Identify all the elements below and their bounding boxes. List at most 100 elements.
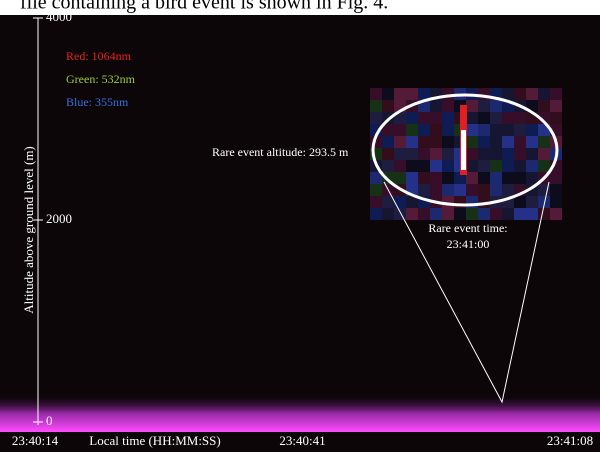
mosaic-cell (538, 88, 550, 100)
mosaic-cell (478, 88, 490, 100)
mosaic-cell (538, 136, 550, 148)
mosaic-cell (430, 148, 442, 160)
mosaic-cell (430, 100, 442, 112)
event-core (461, 130, 466, 170)
mosaic-cell (406, 136, 418, 148)
mosaic-cell (442, 184, 454, 196)
mosaic-cell (418, 148, 430, 160)
mosaic-cell (490, 148, 502, 160)
mosaic-cell (442, 136, 454, 148)
mosaic-cell (442, 148, 454, 160)
mosaic-cell (454, 184, 466, 196)
mosaic-cell (526, 136, 538, 148)
mosaic-cell (382, 208, 394, 220)
mosaic-cell (394, 136, 406, 148)
mosaic-cell (430, 112, 442, 124)
mosaic-cell (490, 160, 502, 172)
mosaic-cell (442, 196, 454, 208)
legend-entry: Blue: 355nm (66, 95, 129, 109)
mosaic-cell (514, 88, 526, 100)
mosaic-cell (442, 172, 454, 184)
mosaic-cell (514, 172, 526, 184)
mosaic-cell (418, 124, 430, 136)
mosaic-cell (550, 172, 562, 184)
mosaic-cell (478, 184, 490, 196)
mosaic-cell (442, 112, 454, 124)
mosaic-cell (442, 124, 454, 136)
mosaic-cell (382, 136, 394, 148)
mosaic-cell (514, 136, 526, 148)
noise-band (0, 395, 600, 432)
mosaic-cell (514, 124, 526, 136)
mosaic-cell (442, 208, 454, 220)
mosaic-cell (466, 112, 478, 124)
x-tick-label: 23:40:14 (12, 433, 59, 448)
mosaic-cell (538, 100, 550, 112)
mosaic-cell (526, 160, 538, 172)
mosaic-cell (418, 208, 430, 220)
mosaic-cell (370, 88, 382, 100)
mosaic-cell (502, 124, 514, 136)
mosaic-cell (478, 124, 490, 136)
mosaic-cell (466, 184, 478, 196)
mosaic-cell (478, 208, 490, 220)
x-tick-label: 23:41:08 (547, 433, 593, 448)
mosaic-cell (418, 172, 430, 184)
mosaic-cell (526, 88, 538, 100)
mosaic-cell (478, 148, 490, 160)
mosaic-cell (490, 184, 502, 196)
mosaic-cell (466, 160, 478, 172)
mosaic-cell (394, 148, 406, 160)
x-axis-label: Local time (HH:MM:SS) (89, 433, 220, 448)
mosaic-cell (478, 160, 490, 172)
mosaic-cell (526, 208, 538, 220)
time-annotation-value: 23:41:00 (447, 237, 490, 251)
mosaic-cell (490, 100, 502, 112)
mosaic-cell (382, 148, 394, 160)
mosaic-cell (394, 208, 406, 220)
mosaic-cell (466, 172, 478, 184)
mosaic-cell (514, 196, 526, 208)
mosaic-cell (478, 172, 490, 184)
mosaic-cell (490, 112, 502, 124)
mosaic-cell (382, 160, 394, 172)
mosaic-cell (418, 112, 430, 124)
mosaic-cell (370, 184, 382, 196)
mosaic-cell (502, 160, 514, 172)
mosaic-cell (406, 172, 418, 184)
mosaic-cell (430, 172, 442, 184)
time-annotation: Rare event time: (428, 221, 507, 235)
mosaic-cell (406, 208, 418, 220)
mosaic-cell (394, 196, 406, 208)
mosaic-cell (550, 196, 562, 208)
mosaic-cell (526, 148, 538, 160)
mosaic-cell (514, 208, 526, 220)
mosaic-cell (370, 100, 382, 112)
mosaic-cell (394, 88, 406, 100)
y-tick-label: 0 (46, 413, 53, 428)
caption-fragment: file containing a bird event is shown in… (20, 0, 388, 14)
mosaic-cell (550, 112, 562, 124)
mosaic-cell (406, 88, 418, 100)
mosaic-cell (538, 148, 550, 160)
mosaic-cell (490, 208, 502, 220)
mosaic-cell (502, 208, 514, 220)
mosaic-cell (430, 136, 442, 148)
mosaic-cell (478, 100, 490, 112)
figure: file containing a bird event is shown in… (0, 0, 600, 452)
mosaic-cell (442, 100, 454, 112)
mosaic-cell (538, 160, 550, 172)
mosaic-cell (490, 172, 502, 184)
mosaic-cell (550, 88, 562, 100)
x-tick-label: 23:40:41 (279, 433, 325, 448)
legend-entry: Red: 1064nm (66, 49, 132, 63)
mosaic-cell (370, 196, 382, 208)
mosaic-cell (526, 172, 538, 184)
mosaic-cell (370, 208, 382, 220)
y-tick-label: 2000 (46, 211, 72, 226)
mosaic-cell (418, 136, 430, 148)
legend-entry: Green: 532nm (66, 72, 136, 86)
mosaic-cell (502, 112, 514, 124)
mosaic-cell (514, 148, 526, 160)
y-tick-label: 4000 (46, 9, 72, 24)
